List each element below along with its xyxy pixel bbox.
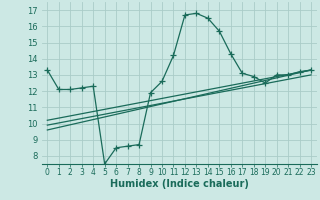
X-axis label: Humidex (Indice chaleur): Humidex (Indice chaleur) — [110, 179, 249, 189]
